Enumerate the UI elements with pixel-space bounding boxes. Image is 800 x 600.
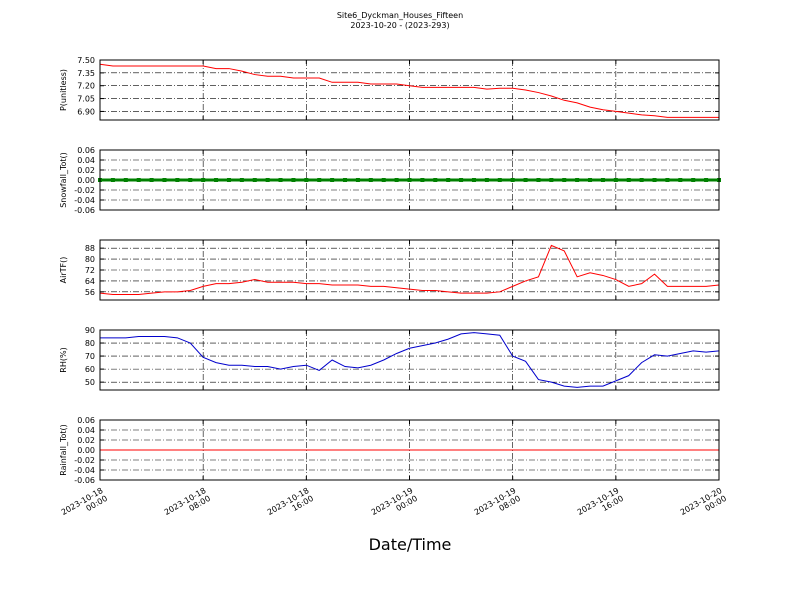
data-marker	[343, 178, 348, 182]
y-tick-label: 0.06	[77, 146, 95, 155]
data-marker	[497, 178, 502, 182]
data-marker	[252, 178, 257, 182]
data-marker	[420, 178, 425, 182]
y-tick-label: -0.06	[74, 476, 95, 485]
data-marker	[471, 178, 476, 182]
axes-frame	[99, 419, 720, 481]
data-marker	[549, 178, 554, 182]
y-tick-label: 0.04	[77, 156, 95, 165]
y-axis-label: Rainfall_Tot()	[59, 424, 68, 476]
y-tick-label: -0.02	[74, 456, 95, 465]
y-axis-label: RH(%)	[59, 347, 68, 372]
data-marker	[407, 178, 412, 182]
y-tick-label: 0.00	[77, 176, 95, 185]
y-tick-label: 70	[85, 352, 95, 361]
y-tick-label: -0.04	[74, 196, 95, 205]
data-marker	[175, 178, 180, 182]
data-marker	[201, 178, 206, 182]
y-tick-label: 7.20	[77, 82, 95, 91]
y-tick-label: 56	[85, 288, 95, 297]
axes-frame	[99, 149, 720, 211]
data-marker	[149, 178, 154, 182]
y-axis-label: AirTF()	[59, 257, 68, 284]
y-tick-label: 7.05	[77, 95, 95, 104]
axes-frame	[99, 59, 720, 121]
data-marker	[575, 178, 580, 182]
data-marker	[317, 178, 322, 182]
data-marker	[433, 178, 438, 182]
y-tick-label: 80	[85, 339, 95, 348]
data-marker	[162, 178, 167, 182]
data-line	[99, 244, 720, 296]
data-marker	[678, 178, 683, 182]
data-marker	[459, 178, 464, 182]
data-marker	[110, 178, 115, 182]
data-marker	[278, 178, 283, 182]
data-marker	[704, 178, 709, 182]
data-marker	[188, 178, 193, 182]
data-marker	[291, 178, 296, 182]
y-tick-label: 0.06	[77, 416, 95, 425]
data-marker	[484, 178, 489, 182]
data-marker	[652, 178, 657, 182]
y-tick-label: 0.02	[77, 436, 95, 445]
y-tick-label: 72	[85, 266, 95, 275]
y-tick-label: 64	[85, 277, 95, 286]
y-tick-label: 7.50	[77, 56, 95, 65]
chart-title: Site6_Dyckman_Houses_Fifteen	[337, 11, 463, 20]
data-marker	[523, 178, 528, 182]
y-tick-label: 60	[85, 365, 95, 374]
data-marker	[613, 178, 618, 182]
data-marker	[381, 178, 386, 182]
data-marker	[691, 178, 696, 182]
chart-subtitle: 2023-10-20 - (2023-293)	[350, 21, 449, 30]
data-marker	[510, 178, 515, 182]
data-marker	[136, 178, 141, 182]
y-tick-label: 6.90	[77, 107, 95, 116]
y-axis-label: Snowfall_Tot()	[59, 152, 68, 208]
y-tick-label: 90	[85, 326, 95, 335]
data-marker	[639, 178, 644, 182]
y-tick-label: 88	[85, 244, 95, 253]
data-marker	[304, 178, 309, 182]
data-marker	[626, 178, 631, 182]
y-tick-label: 50	[85, 378, 95, 387]
data-marker	[265, 178, 270, 182]
data-line	[100, 332, 720, 388]
data-marker	[446, 178, 451, 182]
data-marker	[536, 178, 541, 182]
y-axis-label: P(unitless)	[59, 69, 68, 111]
y-tick-label: 0.02	[77, 166, 95, 175]
data-marker	[600, 178, 605, 182]
data-marker	[214, 178, 219, 182]
data-marker	[588, 178, 593, 182]
data-line	[99, 63, 719, 118]
x-axis-label: Date/Time	[369, 535, 452, 554]
y-tick-label: -0.04	[74, 466, 95, 475]
data-marker	[239, 178, 244, 182]
y-tick-label: -0.06	[74, 206, 95, 215]
data-marker	[665, 178, 670, 182]
y-tick-label: 80	[85, 255, 95, 264]
data-marker	[123, 178, 128, 182]
data-marker	[562, 178, 567, 182]
axes-frame	[99, 239, 720, 301]
y-tick-label: 7.35	[77, 69, 95, 78]
data-marker	[368, 178, 373, 182]
data-marker	[330, 178, 335, 182]
y-tick-label: 0.00	[77, 446, 95, 455]
data-marker	[394, 178, 399, 182]
data-marker	[226, 178, 231, 182]
axes-frame	[99, 329, 720, 391]
data-marker	[355, 178, 360, 182]
y-tick-label: -0.02	[74, 186, 95, 195]
y-tick-label: 0.04	[77, 426, 95, 435]
